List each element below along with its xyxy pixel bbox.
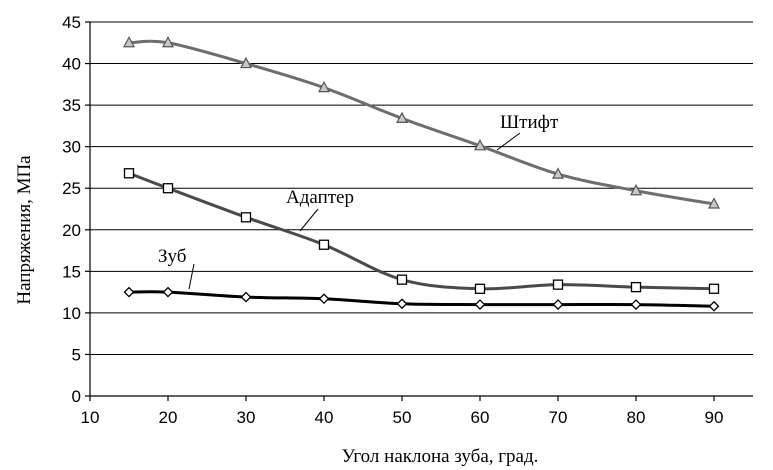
- series-0-point: [318, 80, 330, 93]
- series-markers: [123, 35, 720, 312]
- series-label-0: Штифт: [500, 112, 559, 133]
- series-label-1: Адаптер: [286, 187, 354, 208]
- series-label-leader: [299, 208, 319, 232]
- series-1-point: [708, 283, 720, 294]
- x-tick-labels: 10 20 30 40 50 60 70 80 90: [81, 408, 724, 427]
- series-2-point: [552, 299, 564, 310]
- series-0-point: [396, 111, 408, 124]
- series-1-point: [552, 279, 564, 290]
- x-tick-label: 70: [549, 408, 568, 427]
- series-2-point: [318, 293, 330, 305]
- x-tick-label: 20: [159, 408, 178, 427]
- series-2-point: [474, 299, 486, 310]
- series-1-point: [396, 274, 408, 285]
- series-0-point: [630, 183, 642, 196]
- y-tick-label: 40: [62, 55, 81, 74]
- y-tick-label: 45: [62, 13, 81, 32]
- series-line-0: [128, 39, 715, 206]
- series-2-point: [162, 286, 174, 298]
- x-tick-label: 10: [81, 408, 100, 427]
- series-1-point: [318, 239, 330, 250]
- series-label-leader: [496, 132, 521, 151]
- y-tick-label: 20: [62, 221, 81, 240]
- y-axis-title: Напряжения, МПа: [14, 155, 35, 305]
- series-label-leader: [188, 263, 195, 290]
- series-2-point: [708, 300, 720, 312]
- series-2-point: [123, 286, 135, 298]
- y-tick-label: 10: [62, 304, 81, 323]
- series-1-point: [162, 183, 174, 194]
- series-2-point: [240, 291, 252, 303]
- x-tick-label: 90: [705, 408, 724, 427]
- y-tick-label: 5: [72, 345, 81, 364]
- y-tick-label: 0: [72, 387, 81, 406]
- x-axis-title: Угол наклона зуба, град.: [342, 446, 539, 467]
- series-2-point: [630, 299, 642, 310]
- y-tick-label: 35: [62, 96, 81, 115]
- series-0-point: [162, 35, 174, 48]
- y-tick-label: 25: [62, 179, 81, 198]
- x-tick-label: 40: [315, 408, 334, 427]
- grid-lines: [90, 21, 753, 355]
- series-0-point: [474, 139, 486, 151]
- x-tick-label: 30: [237, 408, 256, 427]
- series-1-point: [474, 283, 486, 294]
- series-2-point: [396, 298, 408, 310]
- x-tick-label: 50: [393, 408, 412, 427]
- series-line-2: [128, 290, 715, 308]
- axes: [85, 21, 753, 401]
- series-0-point: [123, 35, 135, 48]
- series-lines: [128, 39, 715, 308]
- series-1-point: [240, 212, 252, 223]
- series-0-point: [240, 56, 252, 69]
- series-label-2: Зуб: [158, 246, 186, 267]
- series-0-point: [552, 167, 564, 179]
- series-1-point: [123, 168, 135, 179]
- series-1-point: [630, 281, 642, 293]
- y-tick-label: 15: [62, 262, 81, 281]
- series-0-point: [708, 197, 720, 209]
- y-tick-labels: 0 5 10 15 20 25 30 35 40 45: [62, 13, 81, 406]
- y-tick-label: 30: [62, 138, 81, 157]
- x-tick-label: 60: [471, 408, 490, 427]
- x-tick-label: 80: [627, 408, 646, 427]
- series-labels: Штифт Адаптер Зуб: [158, 112, 559, 290]
